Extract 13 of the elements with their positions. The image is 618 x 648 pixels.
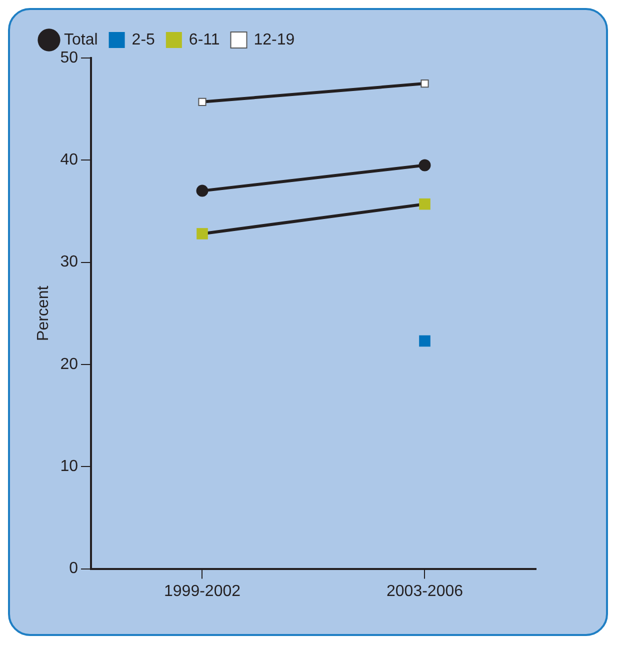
- y-axis-title: Percent: [35, 285, 52, 341]
- x-tick-label: 1999-2002: [164, 582, 241, 600]
- y-tick-label: 30: [60, 254, 78, 271]
- legend-label: 6-11: [188, 31, 220, 48]
- y-tick-label: 20: [60, 356, 78, 373]
- legend-label: 2-5: [132, 31, 156, 48]
- x-tick-label: 2003-2006: [386, 582, 464, 600]
- y-tick-label: 50: [60, 49, 78, 66]
- y-tick-label: 0: [69, 560, 78, 578]
- y-tick-label: 10: [60, 458, 78, 476]
- legend-label: 12-19: [254, 31, 295, 48]
- legend-label: Total: [64, 31, 98, 48]
- y-tick-label: 40: [60, 152, 78, 169]
